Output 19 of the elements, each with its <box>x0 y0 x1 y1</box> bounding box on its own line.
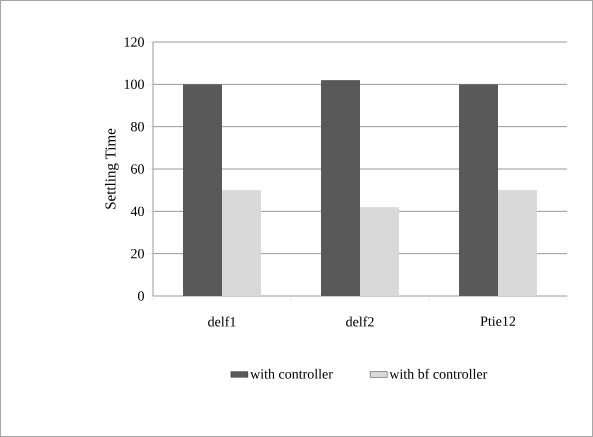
y-tick-label: 40 <box>130 206 144 216</box>
bar <box>183 84 222 296</box>
x-tick-label: Ptie12 <box>480 316 516 326</box>
y-axis-title: Settling Time <box>105 128 119 209</box>
y-tick-label: 0 <box>138 291 144 301</box>
bar <box>222 190 262 296</box>
y-tick-label: 60 <box>131 164 144 174</box>
bar <box>321 80 360 296</box>
legend-label: with controller <box>250 368 333 379</box>
x-tick-label: delf1 <box>208 316 236 327</box>
bar <box>459 84 498 296</box>
bar <box>498 190 538 296</box>
y-tick-label: 100 <box>124 80 144 90</box>
x-tick-label: delf2 <box>346 316 374 327</box>
y-tick-label: 20 <box>131 248 144 258</box>
bar <box>360 207 400 296</box>
y-tick-label: 120 <box>124 37 144 47</box>
y-tick-label: 80 <box>131 122 144 132</box>
legend-label: with bf controller <box>389 368 488 379</box>
